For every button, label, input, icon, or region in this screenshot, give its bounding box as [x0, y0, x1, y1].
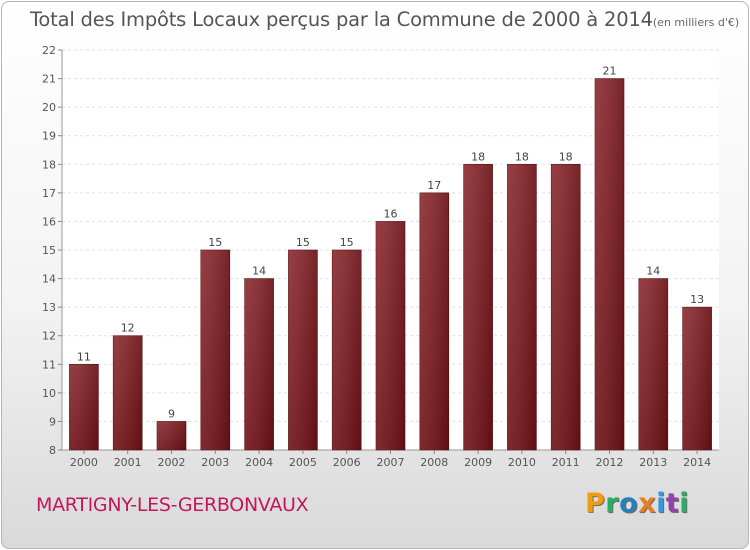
title-unit: (en milliers d'€) [652, 16, 740, 29]
y-tick-label: 8 [49, 444, 56, 457]
y-tick-label: 9 [49, 415, 56, 428]
bar-shade [244, 278, 274, 450]
logo-letter: i [679, 488, 690, 519]
x-tick-label: 2009 [464, 456, 492, 469]
bar-shade [113, 335, 143, 450]
data-label: 18 [471, 150, 485, 163]
logo-letter: t [665, 488, 680, 519]
data-label: 16 [384, 207, 398, 220]
logo-letter: r [605, 488, 620, 519]
data-label: 14 [646, 265, 660, 278]
x-tick-label: 2005 [289, 456, 317, 469]
data-label: 17 [427, 179, 441, 192]
x-tick-label: 2001 [114, 456, 142, 469]
x-tick-label: 2006 [333, 456, 361, 469]
bar-shade [200, 250, 230, 450]
data-label: 15 [340, 236, 354, 249]
bar-shade [157, 421, 186, 450]
chart-title: Total des Impôts Locaux perçus par la Co… [30, 8, 739, 31]
x-tick-label: 2007 [377, 456, 405, 469]
data-label: 14 [252, 265, 266, 278]
y-tick-label: 17 [42, 187, 56, 200]
logo-letter: i [656, 488, 666, 519]
y-tick-label: 15 [42, 244, 56, 257]
y-tick-label: 13 [42, 301, 56, 314]
x-tick-label: 2008 [420, 456, 448, 469]
bar-shade [507, 164, 537, 451]
y-tick-label: 19 [42, 130, 56, 143]
data-label: 15 [208, 236, 222, 249]
y-tick-label: 10 [42, 387, 56, 400]
bar-shade [463, 164, 493, 451]
logo-letter: o [619, 488, 639, 519]
logo-letter: P [585, 488, 606, 519]
data-label: 15 [296, 236, 310, 249]
x-tick-label: 2004 [245, 456, 273, 469]
bar-shade [551, 164, 581, 451]
title-text: Total des Impôts Locaux perçus par la Co… [30, 8, 653, 31]
x-tick-label: 2014 [683, 456, 711, 469]
commune-name: MARTIGNY-LES-GERBONVAUX [36, 494, 309, 516]
x-tick-label: 2010 [508, 456, 536, 469]
bar-shade [638, 278, 668, 450]
x-tick-label: 2013 [639, 456, 667, 469]
bar-shade [682, 307, 712, 450]
logo-letter: x [638, 488, 657, 519]
y-tick-label: 22 [42, 44, 56, 57]
y-tick-label: 18 [42, 158, 56, 171]
x-tick-label: 2003 [201, 456, 229, 469]
y-tick-label: 20 [42, 101, 56, 114]
y-tick-label: 11 [42, 358, 56, 371]
y-tick-label: 14 [42, 273, 56, 286]
x-tick-label: 2011 [552, 456, 580, 469]
proxiti-logo: Proxiti [585, 488, 689, 519]
bar-shade [376, 221, 405, 450]
data-label: 11 [77, 350, 91, 363]
x-tick-label: 2012 [596, 456, 624, 469]
x-tick-label: 2000 [70, 456, 98, 469]
data-label: 13 [690, 293, 704, 306]
y-tick-label: 21 [42, 73, 56, 86]
data-label: 9 [168, 407, 175, 420]
bar-shade [595, 78, 624, 451]
x-tick-label: 2002 [158, 456, 186, 469]
y-tick-label: 12 [42, 330, 56, 343]
bar-shade [288, 250, 318, 450]
y-tick-label: 16 [42, 215, 56, 228]
data-label: 18 [559, 150, 573, 163]
bar-shade [69, 364, 99, 450]
bar-shade [332, 250, 362, 450]
data-label: 21 [603, 65, 617, 78]
bar-shade [419, 192, 449, 450]
data-label: 12 [121, 322, 135, 335]
data-label: 18 [515, 150, 529, 163]
